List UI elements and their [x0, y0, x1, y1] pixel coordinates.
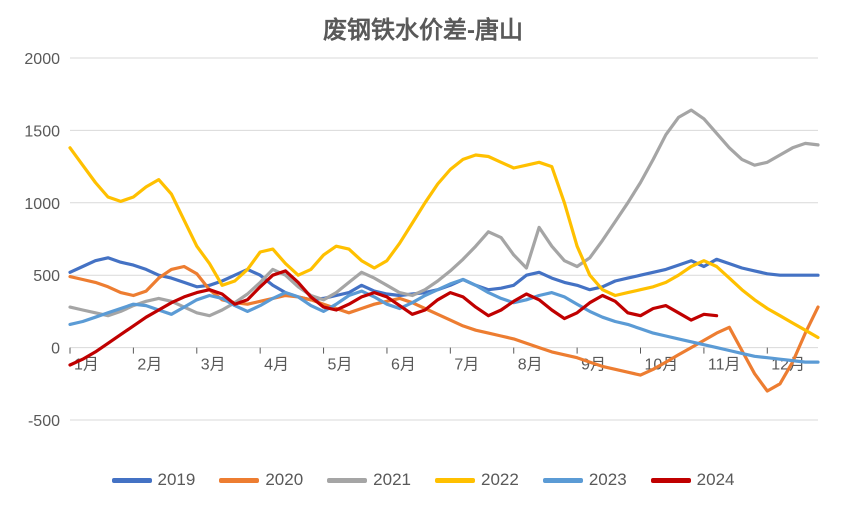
legend-label: 2022	[481, 470, 519, 490]
legend-swatch	[651, 478, 691, 483]
legend-label: 2023	[589, 470, 627, 490]
legend-item-2024: 2024	[651, 470, 735, 490]
legend-item-2021: 2021	[327, 470, 411, 490]
y-tick-label: 0	[51, 341, 60, 358]
x-tick-label: 3月	[201, 357, 226, 374]
legend-item-2019: 2019	[112, 470, 196, 490]
y-tick-label: 1500	[24, 123, 60, 140]
x-tick-label: 5月	[328, 357, 353, 374]
series-line-2023	[70, 280, 818, 363]
plot-svg: -50005001000150020001月2月3月4月5月6月7月8月9月10…	[0, 0, 846, 519]
legend-swatch	[327, 478, 367, 483]
legend-label: 2019	[158, 470, 196, 490]
legend-item-2023: 2023	[543, 470, 627, 490]
series-line-2019	[70, 258, 818, 300]
y-tick-label: 2000	[24, 51, 60, 68]
y-tick-label: 500	[33, 268, 60, 285]
legend-swatch	[219, 478, 259, 483]
legend-swatch	[543, 478, 583, 483]
legend-label: 2020	[265, 470, 303, 490]
x-tick-label: 2月	[137, 357, 162, 374]
legend-label: 2024	[697, 470, 735, 490]
legend-swatch	[435, 478, 475, 483]
x-tick-label: 11月	[708, 357, 741, 374]
x-tick-label: 1月	[74, 357, 99, 374]
legend-label: 2021	[373, 470, 411, 490]
legend-item-2020: 2020	[219, 470, 303, 490]
x-tick-label: 7月	[454, 357, 479, 374]
y-tick-label: 1000	[24, 196, 60, 213]
y-tick-label: -500	[28, 413, 60, 430]
legend-swatch	[112, 478, 152, 483]
series-line-2024	[70, 271, 717, 365]
x-tick-label: 4月	[264, 357, 289, 374]
legend: 2019 2020 2021 2022 2023 2024	[0, 470, 846, 490]
x-tick-label: 6月	[391, 357, 416, 374]
chart-container: 废钢铁水价差-唐山 -50005001000150020001月2月3月4月5月…	[0, 0, 846, 519]
x-tick-label: 8月	[518, 357, 543, 374]
legend-item-2022: 2022	[435, 470, 519, 490]
